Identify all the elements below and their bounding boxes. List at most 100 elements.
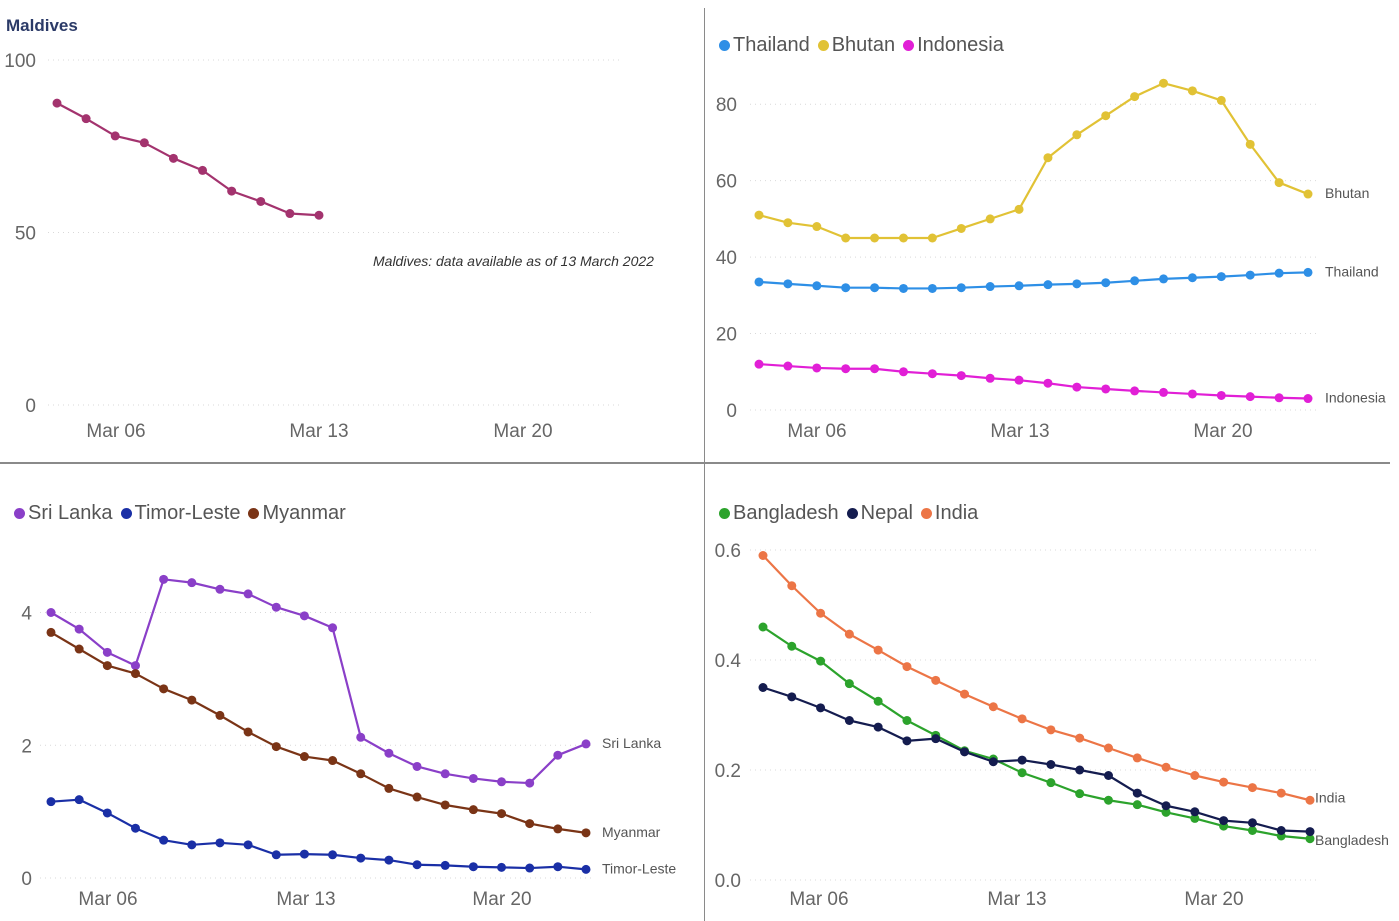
data-point[interactable] (215, 584, 225, 594)
data-point[interactable] (187, 840, 197, 850)
data-point[interactable] (1043, 378, 1053, 388)
data-point[interactable] (1305, 834, 1315, 844)
data-point[interactable] (1247, 818, 1257, 828)
data-point[interactable] (159, 684, 169, 694)
data-point[interactable] (1219, 816, 1229, 826)
legend-item[interactable]: India (920, 502, 978, 525)
data-point[interactable] (956, 283, 966, 293)
data-point[interactable] (754, 359, 764, 369)
data-point[interactable] (468, 862, 478, 872)
data-point[interactable] (525, 819, 535, 829)
data-point[interactable] (931, 675, 941, 685)
data-point[interactable] (844, 629, 854, 639)
data-point[interactable] (497, 777, 507, 787)
data-point[interactable] (816, 703, 826, 713)
data-point[interactable] (159, 574, 169, 584)
data-point[interactable] (1245, 392, 1255, 402)
data-point[interactable] (227, 186, 237, 196)
data-point[interactable] (902, 662, 912, 672)
data-point[interactable] (581, 828, 591, 838)
data-point[interactable] (553, 862, 563, 872)
data-point[interactable] (1274, 178, 1284, 188)
data-point[interactable] (1103, 743, 1113, 753)
data-point[interactable] (956, 371, 966, 381)
data-point[interactable] (130, 661, 140, 671)
data-point[interactable] (754, 210, 764, 220)
legend-item[interactable]: Bangladesh (719, 502, 839, 525)
data-point[interactable] (1130, 386, 1140, 396)
data-point[interactable] (898, 367, 908, 377)
data-point[interactable] (960, 689, 970, 699)
data-point[interactable] (1159, 387, 1169, 397)
data-point[interactable] (1216, 272, 1226, 282)
data-point[interactable] (271, 850, 281, 860)
data-point[interactable] (1187, 389, 1197, 399)
data-point[interactable] (271, 602, 281, 612)
data-point[interactable] (1132, 788, 1142, 798)
data-point[interactable] (902, 716, 912, 725)
data-point[interactable] (787, 692, 797, 702)
data-point[interactable] (1247, 783, 1257, 793)
data-point[interactable] (328, 623, 338, 633)
data-point[interactable] (758, 683, 768, 692)
data-point[interactable] (328, 756, 338, 766)
data-point[interactable] (787, 581, 797, 591)
data-point[interactable] (1132, 800, 1142, 810)
data-point[interactable] (1161, 762, 1171, 772)
data-point[interactable] (74, 644, 84, 654)
data-point[interactable] (130, 823, 140, 833)
data-point[interactable] (1190, 771, 1200, 780)
data-point[interactable] (187, 695, 197, 705)
data-point[interactable] (870, 364, 880, 374)
data-point[interactable] (927, 233, 937, 243)
data-point[interactable] (299, 611, 309, 621)
data-point[interactable] (581, 864, 591, 874)
data-point[interactable] (1017, 768, 1027, 778)
data-point[interactable] (1072, 382, 1082, 392)
data-point[interactable] (1075, 733, 1085, 743)
data-point[interactable] (553, 750, 563, 760)
data-point[interactable] (1305, 827, 1315, 837)
data-point[interactable] (356, 853, 366, 863)
data-point[interactable] (139, 138, 149, 148)
data-point[interactable] (46, 608, 56, 617)
data-point[interactable] (812, 222, 822, 232)
data-point[interactable] (102, 808, 112, 818)
legend-item[interactable]: Nepal (846, 502, 913, 525)
data-point[interactable] (985, 282, 995, 292)
data-point[interactable] (1303, 267, 1313, 277)
data-point[interactable] (816, 656, 826, 666)
data-point[interactable] (902, 736, 912, 746)
data-point[interactable] (873, 696, 883, 706)
data-point[interactable] (1101, 384, 1111, 394)
data-point[interactable] (1274, 268, 1284, 278)
legend-item[interactable]: Indonesia (903, 34, 1004, 57)
data-point[interactable] (468, 805, 478, 815)
data-point[interactable] (110, 131, 120, 141)
data-point[interactable] (787, 641, 797, 651)
data-point[interactable] (927, 283, 937, 293)
data-point[interactable] (384, 783, 394, 793)
data-point[interactable] (956, 223, 966, 233)
data-point[interactable] (758, 622, 768, 632)
data-point[interactable] (468, 773, 478, 783)
data-point[interactable] (497, 862, 507, 872)
legend-item[interactable]: Sri Lanka (14, 502, 113, 525)
data-point[interactable] (985, 214, 995, 224)
data-point[interactable] (1103, 771, 1113, 780)
data-point[interactable] (384, 748, 394, 758)
data-point[interactable] (1043, 153, 1053, 163)
data-point[interactable] (873, 645, 883, 655)
data-point[interactable] (841, 364, 851, 374)
data-point[interactable] (1101, 278, 1111, 288)
data-point[interactable] (1046, 725, 1056, 735)
data-point[interactable] (841, 283, 851, 293)
data-point[interactable] (1132, 753, 1142, 763)
data-point[interactable] (1219, 777, 1229, 787)
data-point[interactable] (356, 769, 366, 779)
data-point[interactable] (102, 661, 112, 671)
data-point[interactable] (553, 824, 563, 834)
data-point[interactable] (1190, 807, 1200, 817)
data-point[interactable] (1043, 280, 1053, 290)
data-point[interactable] (870, 233, 880, 243)
